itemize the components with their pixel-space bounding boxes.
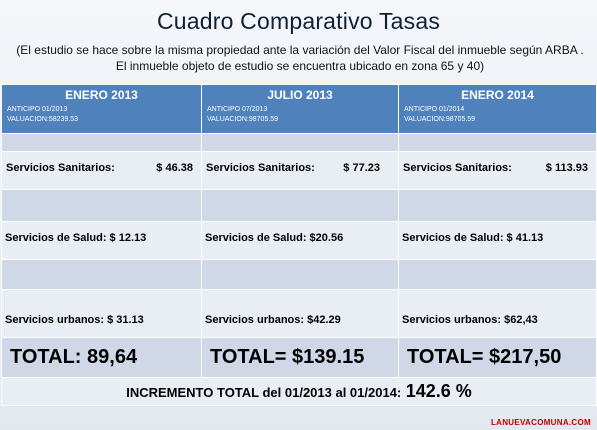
valuacion-label: VALUACION:98705.59 <box>207 116 279 123</box>
sanitarios-label: Servicios Sanitarios: <box>403 162 512 174</box>
column-header-enero-2014: ENERO 2014 ANTICIPO 01/2014 VALUACION:98… <box>398 84 597 134</box>
sanitarios-cell: Servicios Sanitarios: $ 46.38 <box>1 151 202 190</box>
total-julio-2013: TOTAL= $139.15 <box>201 337 399 378</box>
urbanos-row: Servicios urbanos: $ 31.13 Servicios urb… <box>1 289 597 338</box>
study-description: (El estudio se hace sobre la misma propi… <box>16 43 584 73</box>
spacer-cell <box>201 133 399 152</box>
page-title: Cuadro Comparativo Tasas <box>156 8 441 34</box>
column-header-enero-2013: ENERO 2013 ANTICIPO 01/2013 VALUACION:58… <box>1 84 202 134</box>
salud-row: Servicios de Salud: $ 12.13 Servicios de… <box>1 221 597 260</box>
increment-value: 142.6 % <box>405 381 472 401</box>
urbanos-text: Servicios urbanos: $62,43 <box>402 314 538 326</box>
period-title: ENERO 2013 <box>65 88 138 102</box>
anticipo-label: ANTICIPO 07/2013 <box>207 106 268 113</box>
sanitarios-label: Servicios Sanitarios: <box>6 162 115 174</box>
urbanos-cell: Servicios urbanos: $ 31.13 <box>1 289 202 338</box>
sanitarios-cell: Servicios Sanitarios: $ 77.23 <box>201 151 399 190</box>
sanitarios-row: Servicios Sanitarios: $ 46.38 Servicios … <box>1 151 597 190</box>
spacer-cell <box>201 189 399 222</box>
urbanos-text: Servicios urbanos: $ 31.13 <box>5 314 144 326</box>
spacer-cell <box>1 259 202 290</box>
total-enero-2014: TOTAL= $217,50 <box>398 337 597 378</box>
spacer-cell <box>1 189 202 222</box>
urbanos-text: Servicios urbanos: $42.29 <box>205 314 341 326</box>
spacer-cell <box>398 133 597 152</box>
spacer-cell <box>398 189 597 222</box>
sanitarios-amount: $ 77.23 <box>343 162 380 174</box>
sanitarios-amount: $ 113.93 <box>545 162 588 174</box>
increment-row: INCREMENTO TOTAL del 01/2013 al 01/2014:… <box>1 377 597 406</box>
header-row: ENERO 2013 ANTICIPO 01/2013 VALUACION:58… <box>1 84 597 134</box>
spacer-row <box>1 133 597 152</box>
spacer-cell <box>1 133 202 152</box>
spacer-row <box>1 189 597 222</box>
salud-text: Servicios de Salud: $ 12.13 <box>5 232 147 244</box>
sanitarios-label: Servicios Sanitarios: <box>206 162 315 174</box>
column-header-julio-2013: JULIO 2013 ANTICIPO 07/2013 VALUACION:98… <box>201 84 399 134</box>
period-title: ENERO 2014 <box>461 88 534 102</box>
salud-cell: Servicios de Salud: $ 12.13 <box>1 221 202 260</box>
total-row: TOTAL: 89,64 TOTAL= $139.15 TOTAL= $217,… <box>1 337 597 378</box>
salud-cell: Servicios de Salud: $ 41.13 <box>398 221 597 260</box>
comparison-table: ENERO 2013 ANTICIPO 01/2013 VALUACION:58… <box>1 84 597 406</box>
valuacion-label: VALUACION:58239.53 <box>7 116 79 123</box>
increment-cell: INCREMENTO TOTAL del 01/2013 al 01/2014:… <box>1 377 597 406</box>
salud-text: Servicios de Salud: $20.56 <box>205 232 344 244</box>
urbanos-cell: Servicios urbanos: $62,43 <box>398 289 597 338</box>
salud-cell: Servicios de Salud: $20.56 <box>201 221 399 260</box>
increment-label: INCREMENTO TOTAL del 01/2013 al 01/2014: <box>126 385 402 400</box>
spacer-cell <box>398 259 597 290</box>
period-title: JULIO 2013 <box>267 88 333 102</box>
anticipo-label: ANTICIPO 01/2013 <box>7 106 68 113</box>
valuacion-label: VALUACION:98705.59 <box>404 116 476 123</box>
salud-text: Servicios de Salud: $ 41.13 <box>402 232 544 244</box>
total-enero-2013: TOTAL: 89,64 <box>1 337 202 378</box>
spacer-row <box>1 259 597 290</box>
spacer-cell <box>201 259 399 290</box>
sanitarios-amount: $ 46.38 <box>156 162 193 174</box>
sanitarios-cell: Servicios Sanitarios: $ 113.93 <box>398 151 597 190</box>
anticipo-label: ANTICIPO 01/2014 <box>404 106 465 113</box>
urbanos-cell: Servicios urbanos: $42.29 <box>201 289 399 338</box>
site-watermark: LANUEVACOMUNA.COM <box>490 418 591 427</box>
